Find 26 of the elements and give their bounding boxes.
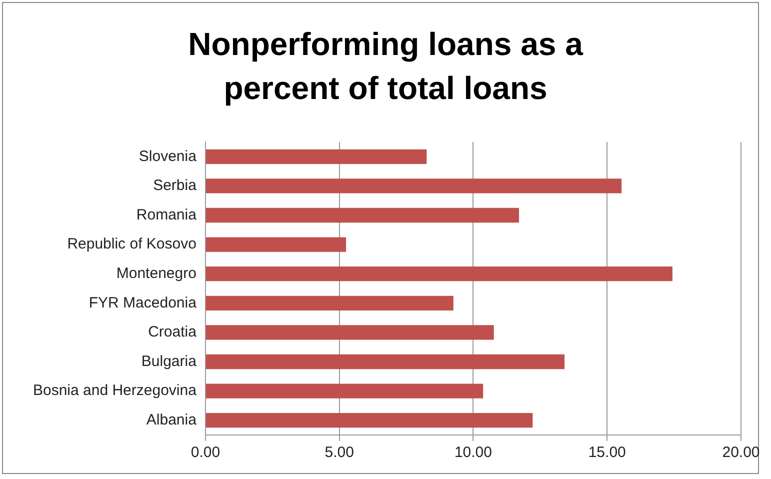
x-tick-label: 0.00 <box>190 444 220 462</box>
bar <box>206 296 454 310</box>
bar <box>206 325 494 340</box>
bar <box>206 354 565 370</box>
y-tick-label: Montenegro <box>116 264 196 282</box>
y-tick-label: Bosnia and Herzegovina <box>32 382 198 400</box>
chart-title: Nonperforming loans as a percent of total loans <box>187 25 584 108</box>
x-tick-label: 20.00 <box>722 444 760 462</box>
bar <box>206 208 520 223</box>
y-tick-label: Republic of Kosovo <box>67 236 196 253</box>
bar <box>206 149 427 164</box>
bar <box>206 178 622 194</box>
bar <box>206 413 533 428</box>
x-tick-label: 15.00 <box>588 444 626 462</box>
bar <box>206 266 672 282</box>
bar <box>206 384 484 398</box>
y-tick-label: Slovenia <box>138 148 198 165</box>
x-tick-label: 5.00 <box>324 444 354 462</box>
y-tick-label: FYR Macedonia <box>88 294 198 312</box>
y-tick-label: Bulgaria <box>141 352 198 370</box>
bar <box>206 237 346 252</box>
y-tick-label: Croatia <box>148 324 198 341</box>
x-tick-label: 10.00 <box>454 444 492 462</box>
y-tick-label: Serbia <box>153 177 198 194</box>
y-tick-label: Albania <box>146 411 198 428</box>
y-tick-label: Romania <box>136 206 198 224</box>
